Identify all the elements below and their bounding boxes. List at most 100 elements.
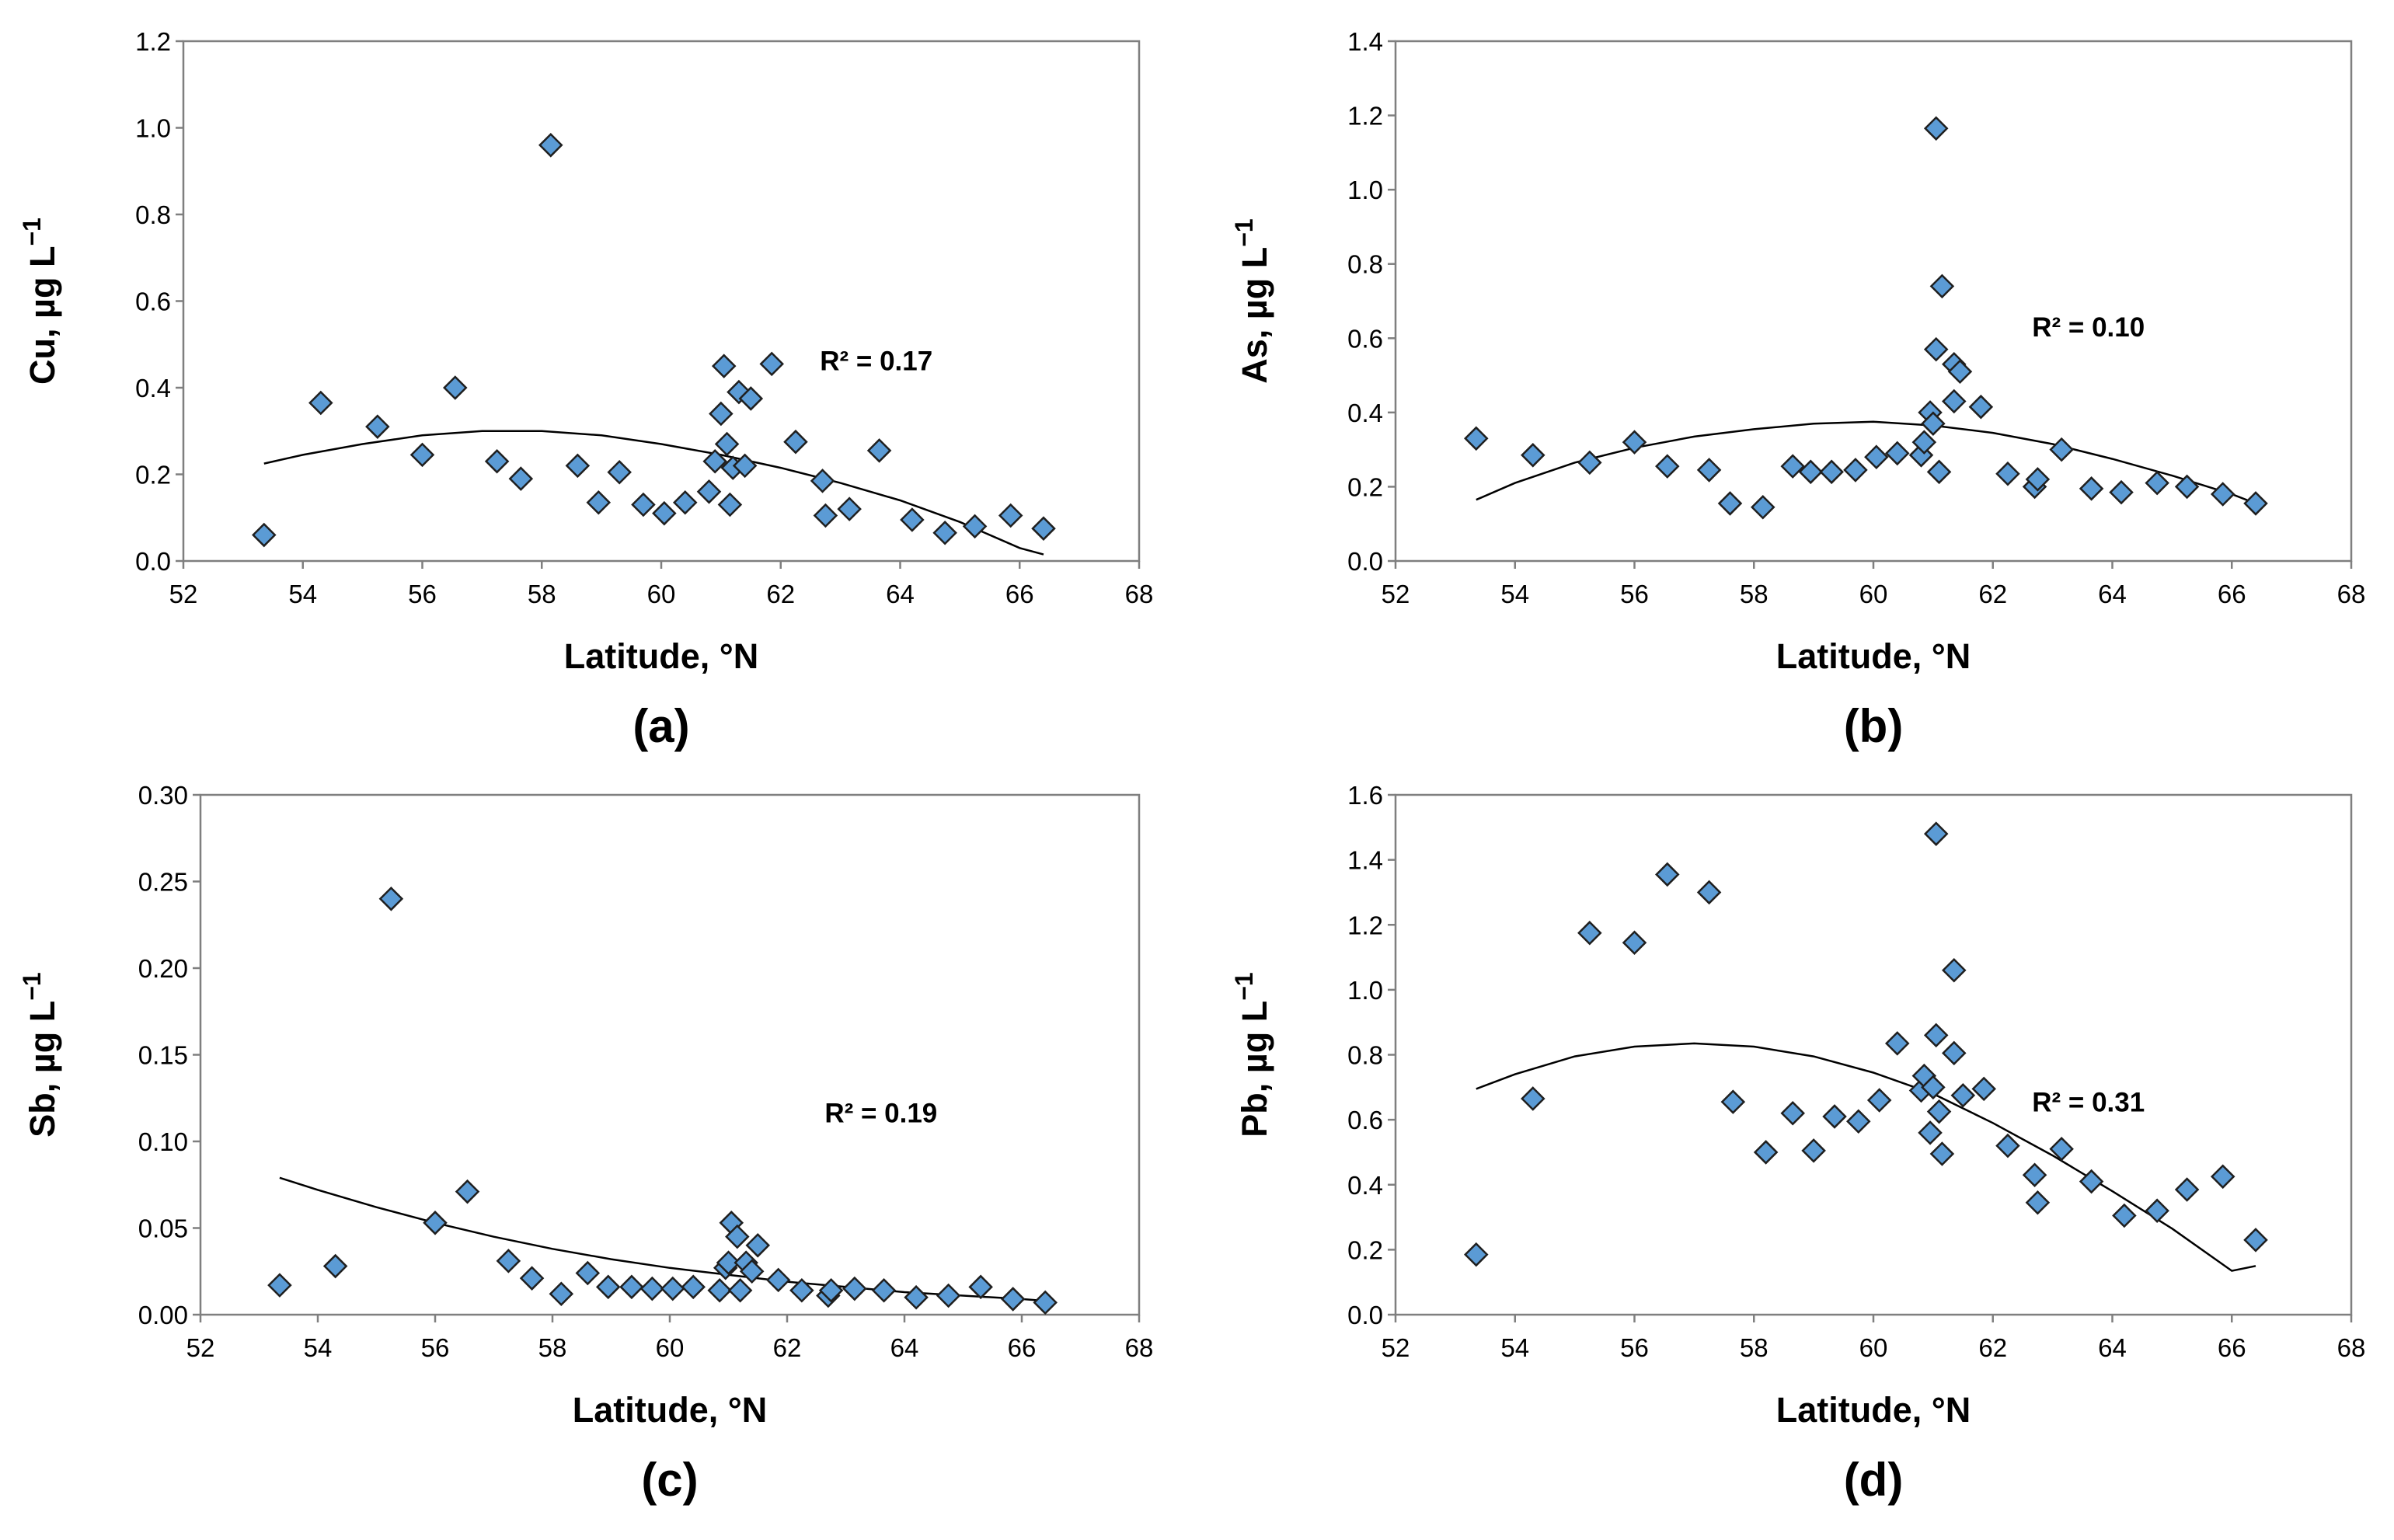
chart-a-x-tick-label: 52 <box>169 580 198 608</box>
chart-d-data-point <box>1780 1100 1805 1126</box>
chart-a-data-point <box>717 492 743 517</box>
chart-d-y-tick-label: 1.4 <box>1347 846 1383 875</box>
chart-b-y-axis-title: As, µg L−1 <box>1230 218 1274 383</box>
chart-d-data-point <box>1942 958 1967 983</box>
chart-d-data-point <box>2145 1198 2169 1223</box>
chart-d-x-tick-label: 66 <box>2218 1333 2246 1362</box>
chart-b-x-tick-label: 60 <box>1859 580 1888 608</box>
chart-d-x-tick-label: 68 <box>2337 1333 2366 1362</box>
chart-c-data-point <box>904 1284 929 1310</box>
chart-c-data-point <box>716 1250 741 1275</box>
chart-d-data-point <box>1801 1138 1826 1163</box>
chart-d-y-tick-label: 0.8 <box>1347 1041 1383 1070</box>
chart-a-data-point <box>696 479 722 504</box>
chart-d-data-point <box>1929 1141 1955 1166</box>
chart-b-x-tick-label: 56 <box>1620 580 1649 608</box>
chart-b-data-point <box>1780 454 1805 479</box>
chart-b-y-tick-label: 0.2 <box>1347 472 1383 501</box>
chart-b-data-point <box>1942 388 1967 414</box>
chart-a-data-point <box>714 431 740 457</box>
chart-b-x-tick-label: 52 <box>1382 580 1410 608</box>
chart-b-y-tick-label: 0.8 <box>1347 250 1383 279</box>
chart-b-x-tick-label: 62 <box>1978 580 2007 608</box>
chart-b-data-point <box>1911 430 1937 455</box>
chart-d-data-point <box>1942 1040 1967 1066</box>
chart-c-data-point <box>519 1266 545 1291</box>
chart-a-data-point <box>484 449 510 474</box>
chart-c-data-point <box>639 1276 665 1301</box>
chart-a-x-tick-label: 68 <box>1125 580 1154 608</box>
chart-a-data-point <box>365 414 390 439</box>
chart-a-x-tick-label: 56 <box>408 580 437 608</box>
chart-b-data-point <box>2210 482 2235 507</box>
chart-d-data-point <box>1822 1104 1847 1129</box>
chart-a-y-tick-label: 0.0 <box>135 547 171 576</box>
chart-d-data-point <box>1926 1099 1952 1124</box>
chart-d-data-point <box>1464 1242 1489 1267</box>
chart-a-x-tick-label: 64 <box>886 580 915 608</box>
chart-d-r-squared-label: R² = 0.31 <box>2032 1088 2145 1118</box>
chart-c-y-tick-label: 0.15 <box>138 1041 188 1070</box>
panel-c: 0.00 0.05 0.10 0.15 0.20 0.25 0.30 52 54 56 58 60 62… <box>18 781 1153 1506</box>
chart-b-data-point <box>2049 437 2074 462</box>
chart-c-x-tick-label: 60 <box>656 1333 685 1362</box>
chart-b-data-point <box>1751 494 1775 520</box>
chart-d-x-axis-title: Latitude, °N <box>1776 1390 1971 1430</box>
chart-a-data-point <box>759 351 784 377</box>
chart-d-data-point <box>2049 1136 2074 1162</box>
chart-b-data-point <box>1884 441 1910 466</box>
chart-d-y-axis-title-exponent: −1 <box>1230 972 1258 1000</box>
chart-b-y-tick-label: 1.4 <box>1347 27 1383 56</box>
chart-b-data-point <box>1926 459 1952 485</box>
chart-d-data-point <box>1923 1023 1949 1048</box>
chart-a-y-tick-label: 1.2 <box>135 27 171 56</box>
chart-c-y-axis-title: Sb, µg L−1 <box>18 972 62 1137</box>
chart-d-data-point <box>2210 1164 2235 1190</box>
chart-c-data-point <box>660 1276 685 1301</box>
chart-b-data-point <box>1923 116 1949 141</box>
chart-d-data-point <box>1884 1031 1910 1056</box>
chart-c-x-axis-title: Latitude, °N <box>573 1390 768 1430</box>
chart-b-data-point <box>1864 444 1889 469</box>
chart-a-data-point <box>810 469 835 493</box>
chart-d-data-point <box>1921 1075 1946 1100</box>
chart-b-y-tick-label: 1.0 <box>1347 176 1383 204</box>
chart-d-data-point <box>1622 930 1647 956</box>
chart-c-data-point <box>1033 1290 1058 1315</box>
chart-b-data-point <box>1798 459 1824 485</box>
chart-d-y-tick-label: 0.6 <box>1347 1106 1383 1134</box>
chart-c-data-point <box>455 1179 480 1204</box>
chart-a-data-point <box>702 449 727 474</box>
chart-c-x-tick-label: 58 <box>538 1333 567 1362</box>
chart-c-x-tick-label: 64 <box>890 1333 919 1362</box>
chart-d-x-tick-label: 56 <box>1620 1333 1649 1362</box>
chart-d-data-point <box>2079 1169 2104 1194</box>
chart-a-x-axis-title: Latitude, °N <box>564 636 759 676</box>
chart-c-data-point <box>681 1274 706 1300</box>
chart-b-y-axis-title-exponent: −1 <box>1230 218 1258 246</box>
chart-a-y-axis-title: Cu, µg L−1 <box>18 218 62 385</box>
chart-b-data-point <box>1923 336 1949 362</box>
chart-a-data-point <box>409 442 435 468</box>
chart-d-y-tick-label: 0.0 <box>1347 1301 1383 1329</box>
chart-b-y-axis-title-text: As, µg L <box>1235 247 1274 384</box>
chart-d-data-point <box>1521 1086 1545 1111</box>
chart-a-data-point <box>631 492 656 517</box>
chart-a-x-tick-label: 54 <box>288 580 317 608</box>
chart-d-data-point <box>2022 1162 2047 1187</box>
chart-c-x-tick-label: 56 <box>421 1333 450 1362</box>
chart-d-data-point <box>1720 1089 1746 1114</box>
chart-c-x-tick-label: 68 <box>1125 1333 1154 1362</box>
chart-b-panel-label: (b) <box>1844 700 1904 752</box>
chart-b-x-tick-label: 68 <box>2337 580 2366 608</box>
chart-b-x-axis-title: Latitude, °N <box>1776 636 1971 676</box>
chart-d-x-tick-label: 60 <box>1859 1333 1888 1362</box>
chart-a-data-point <box>586 490 612 515</box>
chart-b-data-point <box>1995 461 2020 486</box>
chart-c-data-point <box>725 1224 750 1249</box>
chart-a-y-tick-label: 0.6 <box>135 287 171 316</box>
chart-a-panel-label: (a) <box>632 700 689 752</box>
chart-c-data-point <box>322 1253 348 1279</box>
chart-c-data-point <box>789 1278 814 1303</box>
